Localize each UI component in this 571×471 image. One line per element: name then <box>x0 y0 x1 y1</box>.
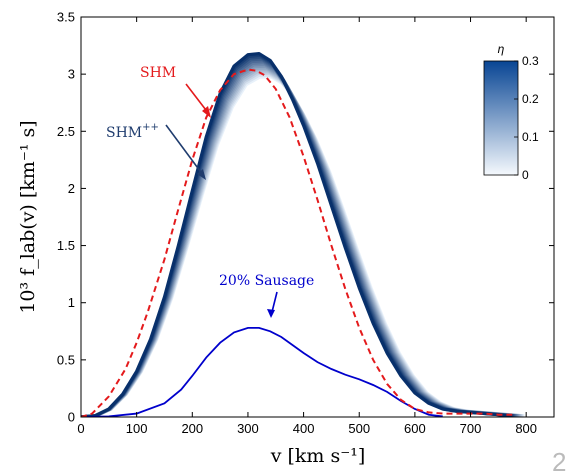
colorbar-gradient <box>483 60 519 176</box>
corner-mark: 2 <box>552 447 566 471</box>
colorbar-tick-label: 0 <box>522 168 529 182</box>
annotation-sausage-arrowhead <box>267 309 275 318</box>
colorbar-tick-label: 0.1 <box>522 130 539 144</box>
y-tick-label: 0 <box>68 410 75 425</box>
x-tick-label: 500 <box>348 421 370 436</box>
annotation-shm-plus-plus-base: SHM <box>106 125 142 141</box>
annotation-shm-plus-plus-sup: ++ <box>142 122 159 133</box>
x-axis: 0 100 200 300 400 500 600 700 800 <box>77 17 537 436</box>
x-tick-label: 200 <box>181 421 203 436</box>
y-axis: 0 0.5 1 1.5 2 2.5 3 3.5 <box>57 10 554 425</box>
x-tick-label: 700 <box>460 421 482 436</box>
shm-plus-plus-curve <box>81 51 513 417</box>
annotation-shm-plus-plus: SHM++ <box>106 122 206 180</box>
annotation-shm-plus-plus-text: SHM++ <box>106 122 159 141</box>
x-tick-label: 100 <box>126 421 148 436</box>
x-tick-label: 300 <box>237 421 259 436</box>
sausage-line <box>81 326 443 417</box>
annotation-shm-plus-plus-arrowhead <box>197 169 206 180</box>
x-axis-label: v [km s⁻¹] <box>270 445 366 467</box>
y-tick-label: 3 <box>68 67 75 82</box>
annotation-sausage-arrow <box>271 291 278 313</box>
colorbar-title: η <box>498 42 505 56</box>
y-tick-label: 3.5 <box>57 10 75 25</box>
plot-frame <box>80 16 555 418</box>
y-tick-label: 1.5 <box>57 238 75 253</box>
y-tick-label: 1 <box>68 295 75 310</box>
annotation-sausage: 20% Sausage <box>219 273 314 318</box>
annotation-sausage-text: 20% Sausage <box>219 273 314 289</box>
y-tick-label: 2.5 <box>57 124 75 139</box>
annotation-shm-plus-plus-arrow <box>165 124 204 176</box>
x-tick-label: 600 <box>404 421 426 436</box>
x-tick-label: 800 <box>515 421 537 436</box>
y-axis-label: 10³ f_lab(v) [km⁻¹ s] <box>17 120 39 313</box>
annotation-shm-text: SHM <box>140 65 176 81</box>
shm-line <box>81 68 513 417</box>
colorbar-tick-label: 0.2 <box>522 92 539 106</box>
colorbar: η 0 0.1 0.2 0.3 <box>483 42 539 182</box>
series-lines <box>81 68 513 417</box>
colorbar-tick-label: 0.3 <box>522 54 539 68</box>
shm-plus-plus-band <box>81 51 525 417</box>
x-tick-label: 0 <box>77 421 84 436</box>
y-tick-label: 0.5 <box>57 352 75 367</box>
annotation-shm: SHM <box>140 65 211 118</box>
annotation-shm-arrowhead <box>202 106 211 118</box>
y-tick-label: 2 <box>68 181 75 196</box>
x-tick-label: 400 <box>293 421 315 436</box>
